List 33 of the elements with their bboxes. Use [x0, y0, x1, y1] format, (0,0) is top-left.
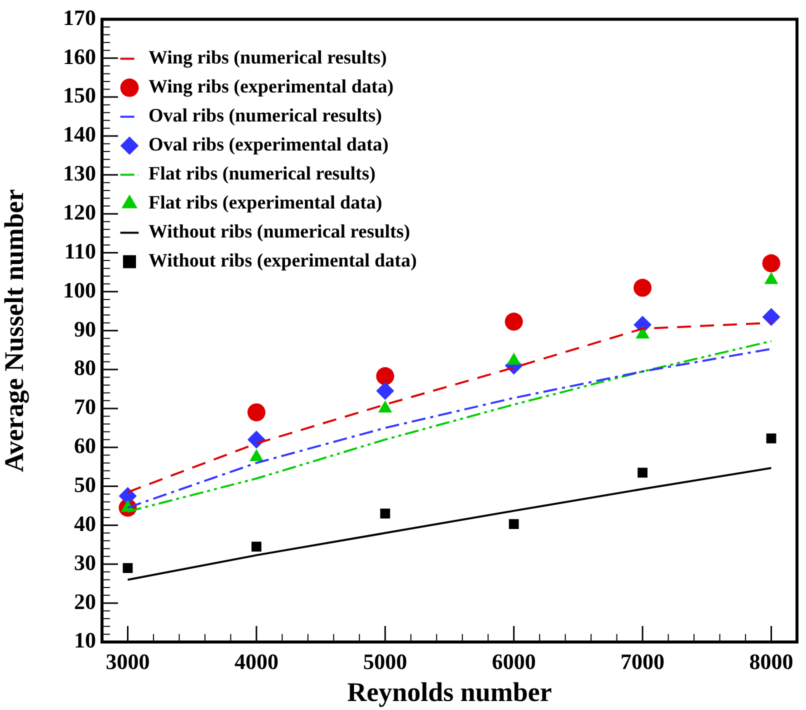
y-tick-label: 80	[74, 355, 96, 380]
y-tick-label: 10	[74, 628, 96, 653]
x-tick-label: 5000	[363, 648, 408, 674]
legend-label: Without ribs (numerical results)	[148, 222, 410, 243]
y-tick-label: 40	[74, 510, 96, 536]
legend-label: Oval ribs (experimental data)	[148, 134, 389, 156]
y-tick-label: 60	[74, 433, 96, 458]
x-tick-label: 3000	[106, 648, 150, 674]
y-tick-label: 140	[63, 122, 96, 147]
x-tick-label: 8000	[749, 648, 794, 674]
y-tick-label: 30	[74, 550, 96, 575]
x-tick-label: 7000	[620, 648, 665, 674]
legend-label: Oval ribs (numerical results)	[148, 106, 382, 127]
y-tick-label: 170	[63, 4, 96, 30]
legend-label: Without ribs (experimental data)	[148, 250, 417, 272]
y-tick-label: 70	[74, 394, 96, 420]
legend-label: Flat ribs (experimental data)	[148, 192, 382, 214]
y-tick-label: 110	[64, 238, 96, 264]
legend-label: Wing ribs (numerical results)	[148, 48, 387, 69]
y-tick-label: 90	[74, 316, 96, 342]
y-tick-label: 20	[74, 588, 96, 614]
y-tick-label: 50	[74, 472, 96, 497]
x-tick-label: 4000	[234, 648, 278, 674]
y-tick-label: 100	[63, 277, 96, 302]
legend-label: Wing ribs (experimental data)	[148, 76, 394, 98]
x-tick-label: 6000	[492, 648, 536, 674]
y-tick-label: 150	[63, 82, 96, 108]
y-tick-label: 160	[63, 44, 96, 69]
y-tick-label: 120	[63, 200, 96, 225]
x-axis-title: Reynolds number	[347, 676, 552, 707]
legend-label: Flat ribs (numerical results)	[148, 164, 376, 185]
y-tick-label: 130	[63, 160, 96, 186]
y-axis-title: Average Nusselt number	[0, 189, 30, 472]
